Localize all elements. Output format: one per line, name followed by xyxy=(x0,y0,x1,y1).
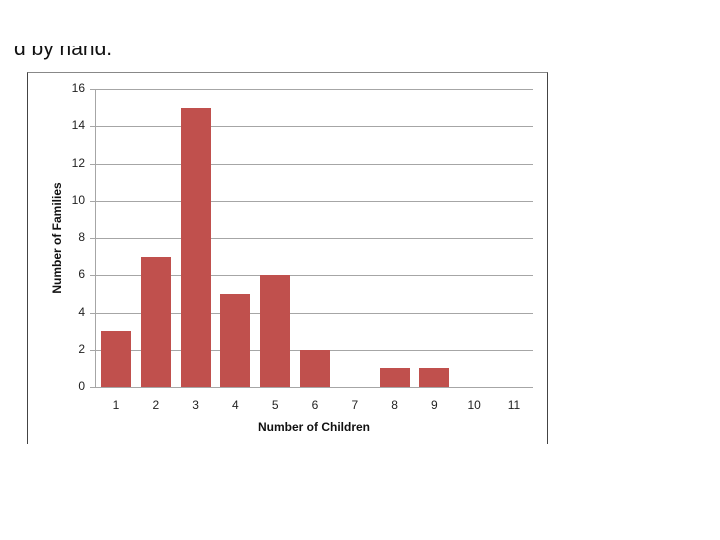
x-tick-label: 11 xyxy=(507,398,521,412)
x-tick-label: 8 xyxy=(391,398,398,412)
y-tick-label: 10 xyxy=(71,192,85,207)
gridline xyxy=(95,89,533,90)
gridline xyxy=(95,312,533,314)
bar-8 xyxy=(379,368,410,387)
y-tick-mark xyxy=(90,238,95,239)
y-axis-label: Number of Families xyxy=(50,182,64,294)
x-tick-label: 2 xyxy=(152,398,160,412)
y-tick-mark xyxy=(90,200,95,202)
chart-frame xyxy=(27,72,548,444)
gridline xyxy=(95,200,533,202)
bar-6 xyxy=(300,349,330,387)
y-tick-label: 8 xyxy=(78,230,85,244)
y-tick-label: 0 xyxy=(78,379,85,393)
x-tick-label: 9 xyxy=(431,398,438,412)
x-axis-baseline xyxy=(95,387,533,388)
y-tick-mark xyxy=(90,349,95,351)
y-tick-label: 16 xyxy=(71,81,85,95)
x-tick-label: 1 xyxy=(112,398,120,412)
gridline xyxy=(95,126,533,128)
bar-3 xyxy=(180,107,211,387)
bar-4 xyxy=(220,293,251,387)
y-tick-mark xyxy=(90,387,95,388)
y-tick-mark xyxy=(90,89,95,90)
x-tick-label: 6 xyxy=(311,398,319,412)
y-tick-mark xyxy=(90,126,95,128)
bar-5 xyxy=(260,275,291,387)
gridline xyxy=(95,275,533,277)
x-tick-label: 5 xyxy=(271,398,279,412)
x-tick-label: 7 xyxy=(351,398,359,412)
clipped-caption: d by hand. xyxy=(14,46,112,62)
y-tick-mark xyxy=(90,163,95,165)
y-tick-mark xyxy=(90,312,95,314)
x-axis-label: Number of Children xyxy=(257,420,370,434)
bar-1 xyxy=(101,331,131,387)
y-tick-label: 14 xyxy=(71,118,85,133)
y-tick-label: 12 xyxy=(71,155,85,170)
plot-area xyxy=(90,89,533,388)
x-tick-label: 10 xyxy=(467,398,481,412)
bar-2 xyxy=(140,256,171,387)
x-tick-label: 3 xyxy=(192,398,199,412)
y-tick-label: 6 xyxy=(78,267,85,282)
y-tick-mark xyxy=(90,275,95,277)
gridline xyxy=(95,238,533,239)
x-tick-label: 4 xyxy=(232,398,239,412)
y-tick-label: 4 xyxy=(78,304,85,319)
gridline xyxy=(95,163,533,165)
bar-9 xyxy=(419,368,450,387)
clipped-caption-text: d by hand. xyxy=(14,46,113,60)
y-tick-label: 2 xyxy=(78,341,85,356)
